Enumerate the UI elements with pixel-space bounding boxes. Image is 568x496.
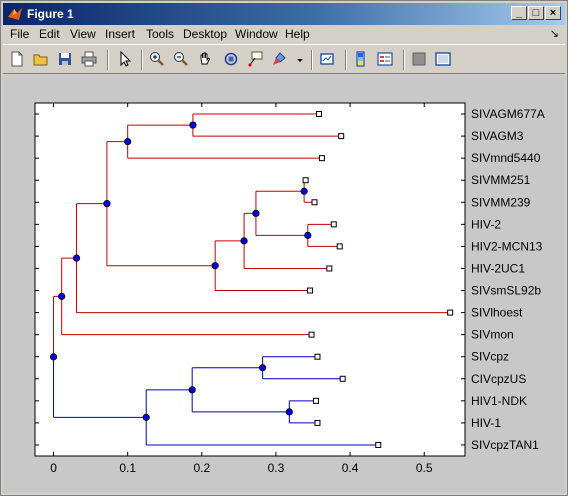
leaf-label: HIV1-NDK [471,394,527,408]
figure-canvas: SIVAGM677A SIVAGM3 SIVmnd5440 SIVMM251 SIVMM… [3,75,565,493]
menu-window[interactable]: Window [235,27,278,41]
maximize-button[interactable]: □ [528,6,544,20]
toolbar-separator [311,50,313,70]
data-cursor-icon[interactable] [245,49,267,71]
leaf-marker [307,287,314,294]
leaf-marker [314,419,321,426]
new-figure-icon[interactable] [7,49,29,71]
internal-node-marker [58,292,66,300]
leaf-label: HIV-1 [471,416,501,430]
toolbar-separator [107,50,109,70]
colorbar-icon[interactable] [351,49,373,71]
internal-node-marker [49,353,58,361]
dendrogram-plot: SIVAGM677A SIVAGM3 SIVmnd5440 SIVMM251 SIVMM… [34,102,545,475]
leaf-label: HIV2-MCN13 [471,239,543,253]
toolbar-separator [403,50,405,70]
leaf-label: SIVAGM3 [471,129,524,143]
leaf-marker [338,133,345,140]
leaf-marker [315,111,322,118]
internal-node-marker [252,209,260,217]
show-plot-tools-icon[interactable] [433,49,455,71]
x-tick-label: 0 [50,461,57,475]
toolbar-separator [345,50,347,70]
menu-view[interactable]: View [70,27,96,41]
leaf-label: SIVsmSL92b [471,284,541,298]
internal-node-marker [240,237,248,245]
toolbar-separator [141,50,143,70]
x-tick-label: 0.2 [193,461,210,475]
x-tick-label: 0.5 [416,461,433,475]
internal-node-marker [259,364,267,372]
figure-toolbar [3,44,565,74]
zoom-in-icon[interactable] [147,49,169,71]
title-bar[interactable]: Figure 1 _ □ × [3,3,565,25]
leaf-marker [375,441,382,448]
internal-node-marker [285,408,293,416]
print-icon[interactable] [79,49,101,71]
leaf-label: CIVcpzUS [471,372,526,386]
leaf-label: SIVmnd5440 [471,151,541,165]
x-tick-label: 0.3 [268,461,285,475]
x-tick-label: 0.4 [342,461,359,475]
leaf-marker [311,199,318,206]
menu-tools[interactable]: Tools [146,27,175,41]
leaf-marker [326,265,333,272]
brush-dropdown-icon[interactable] [293,49,305,71]
internal-node-marker [103,200,111,208]
menu-file[interactable]: File [10,27,30,41]
pan-hand-icon[interactable] [195,49,217,71]
brush-icon[interactable] [269,49,291,71]
leaf-marker [308,331,315,338]
internal-node-marker [304,231,312,239]
minimize-button[interactable]: _ [511,6,527,20]
internal-node-marker [142,413,150,421]
leaf-label: HIV-2UC1 [471,261,525,275]
leaf-marker [447,309,454,316]
window-title: Figure 1 [27,7,74,21]
save-icon[interactable] [55,49,77,71]
legend-icon[interactable] [375,49,397,71]
plot-axes-box [34,102,466,457]
internal-node-marker [211,262,219,270]
menu-insert[interactable]: Insert [105,27,136,41]
leaf-label: SIVcpzTAN1 [471,438,539,452]
leaf-label: SIVmon [471,328,514,342]
leaf-label: SIVMM251 [471,173,531,187]
leaf-marker [330,221,337,228]
close-button[interactable]: × [545,6,561,20]
open-file-icon[interactable] [31,49,53,71]
hide-plot-tools-icon[interactable] [409,49,431,71]
leaf-label: SIVcpz [471,350,509,364]
link-plot-icon[interactable] [317,49,339,71]
internal-node-marker [189,121,197,129]
zoom-out-icon[interactable] [171,49,193,71]
pointer-arrow-icon[interactable] [115,49,137,71]
leaf-marker [312,397,319,404]
leaf-marker [336,243,343,250]
dock-arrow-icon[interactable]: ↘ [549,28,559,40]
leaf-label: HIV-2 [471,217,501,231]
leaf-marker [318,155,325,162]
matlab-logo-icon [7,6,23,22]
rotate-3d-icon[interactable] [221,49,243,71]
leaf-marker [302,177,309,184]
menu-help[interactable]: Help [285,27,310,41]
leaf-label: SIVAGM677A [471,107,545,121]
menu-desktop[interactable]: Desktop [183,27,228,41]
internal-node-marker [188,386,196,394]
internal-node-marker [300,187,308,195]
leaf-label: SIVMM239 [471,195,531,209]
internal-node-marker [124,138,132,146]
internal-node-marker [72,254,81,262]
leaf-label: SIVlhoest [471,306,523,320]
x-tick-label: 0.1 [119,461,136,475]
leaf-marker [339,375,346,382]
leaf-marker [314,353,321,360]
menu-bar: File Edit View Insert Tools Desktop Wind… [3,25,565,43]
menu-edit[interactable]: Edit [39,27,60,41]
